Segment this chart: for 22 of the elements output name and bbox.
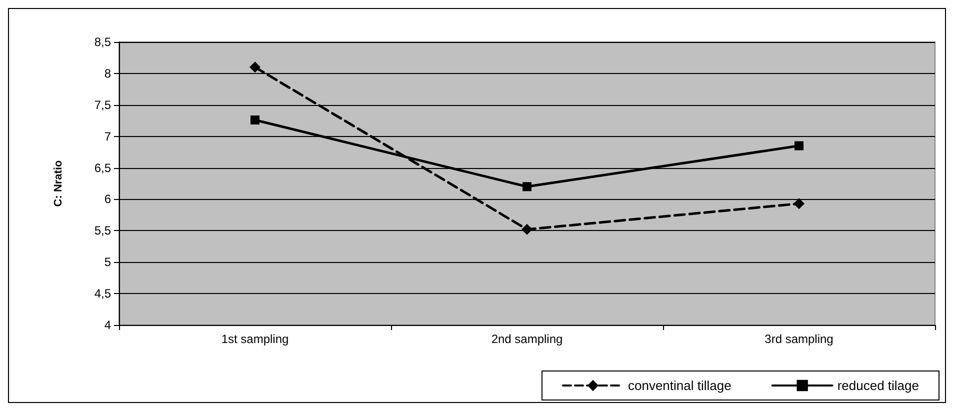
legend-label: conventinal tillage [628,378,732,393]
point [250,115,260,124]
y-axis-title: C: Nratio [52,160,64,207]
y-tick-label: 4,5 [94,286,112,301]
point [794,198,804,210]
x-tick-label: 1st sampling [221,332,289,346]
y-tick-label: 5,5 [94,224,112,238]
point [522,224,532,235]
y-tick-label: 8,5 [94,35,112,49]
point [522,182,532,192]
y-tick-label: 6 [104,192,112,206]
y-tick-label: 4 [104,318,112,332]
y-tick-label: 5 [104,255,112,270]
x-tick-label: 3rd sampling [764,332,834,346]
y-tick-label: 7,5 [94,98,112,112]
y-tick-label: 6,5 [94,160,112,175]
y-tick-label: 8 [104,66,112,80]
point [250,62,260,73]
x-tick-label: 2nd sampling [491,332,563,346]
legend-label: reduced tilage [837,378,920,393]
y-tick-label: 7 [104,129,112,144]
point [794,141,804,150]
